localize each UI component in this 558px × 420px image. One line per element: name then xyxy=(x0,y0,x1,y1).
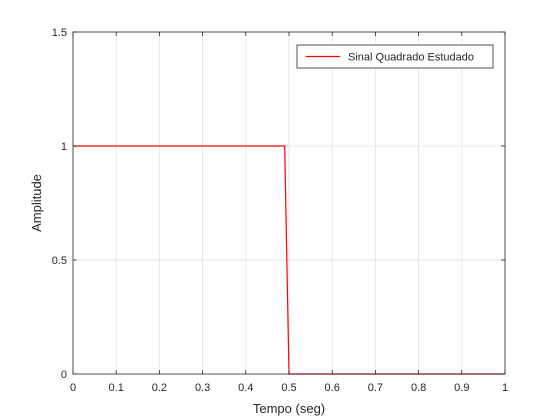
y-tick-labels: 0 0.5 1 1.5 xyxy=(52,27,67,381)
x-tick-label: 0.4 xyxy=(238,382,253,394)
x-tick-label: 0.7 xyxy=(368,382,383,394)
x-tick-label: 0.3 xyxy=(195,382,210,394)
legend-box xyxy=(296,44,494,69)
x-axis-label: Tempo (seg) xyxy=(253,401,325,416)
x-tick-label: 0.2 xyxy=(152,382,167,394)
y-tick-label: 1 xyxy=(61,141,67,153)
axis-ticks xyxy=(72,31,506,375)
y-tick-label: 0.5 xyxy=(52,255,67,267)
x-tick-label: 0 xyxy=(70,382,76,394)
x-tick-label: 0.1 xyxy=(109,382,124,394)
y-tick-label: 1.5 xyxy=(52,27,67,39)
y-axis-label: Amplitude xyxy=(29,174,44,232)
x-tick-labels: 0 0.1 0.2 0.3 0.4 0.5 0.6 0.7 0.8 0.9 1 xyxy=(70,382,508,394)
x-tick-label: 0.6 xyxy=(325,382,340,394)
legend: Sinal Quadrado Estudado xyxy=(296,44,494,69)
legend-label-sinal-quadrado: Sinal Quadrado Estudado xyxy=(348,52,474,64)
x-tick-label: 0.9 xyxy=(454,382,469,394)
x-tick-label: 0.5 xyxy=(281,382,296,394)
x-tick-label: 0.8 xyxy=(411,382,426,394)
y-tick-label: 0 xyxy=(61,369,67,381)
x-tick-label: 1 xyxy=(502,382,508,394)
